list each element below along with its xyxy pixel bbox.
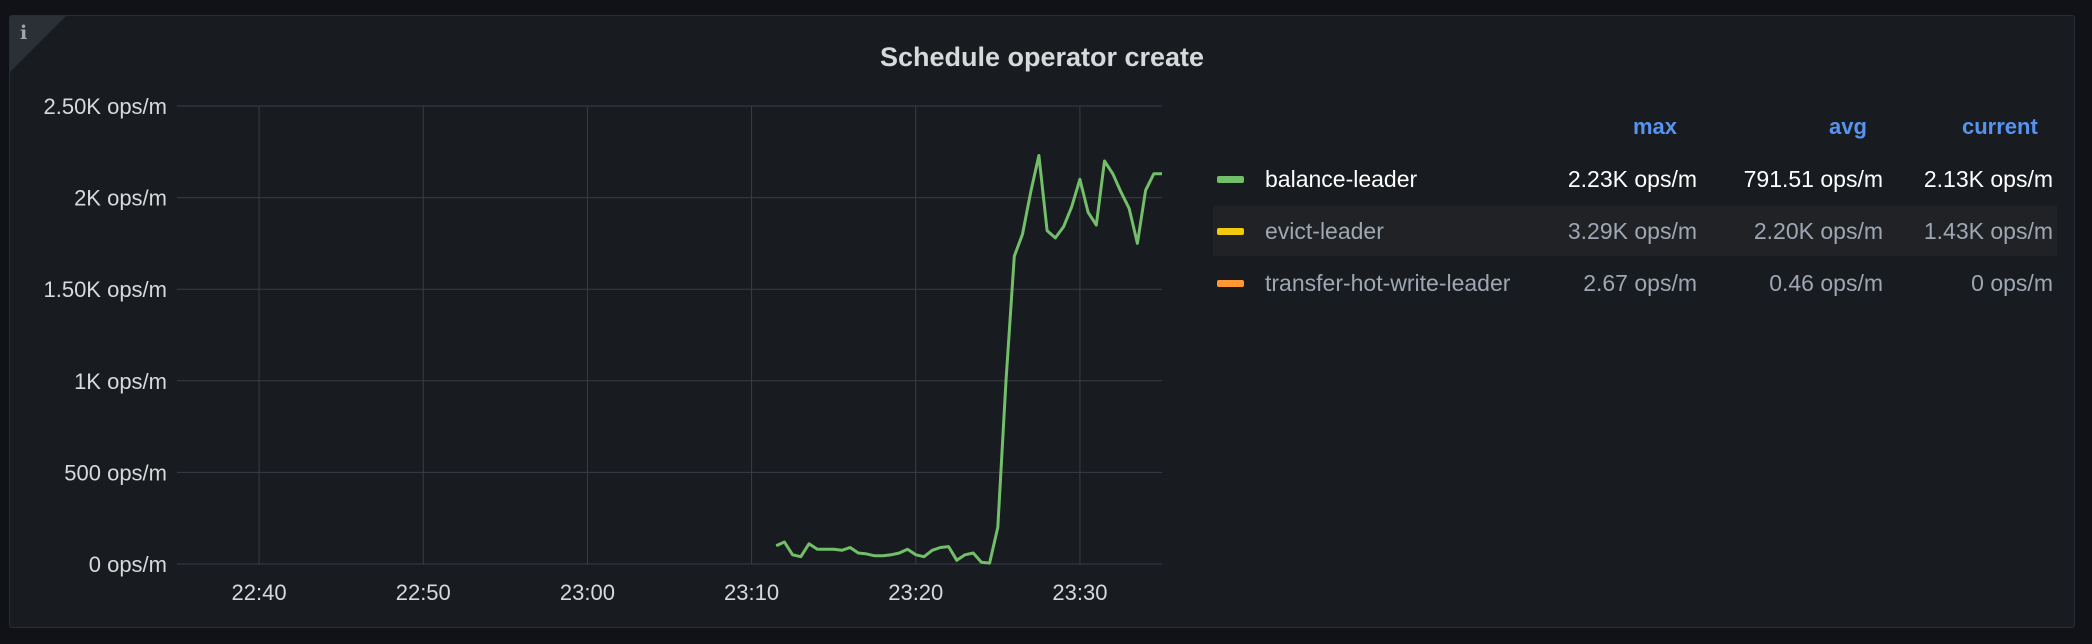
x-tick-label: 23:10: [724, 580, 779, 605]
y-tick-label: 0 ops/m: [89, 552, 167, 577]
legend-row[interactable]: evict-leader 3.29K ops/m 2.20K ops/m 1.4…: [1213, 206, 2057, 256]
legend-header-avg[interactable]: avg: [1829, 114, 1867, 139]
legend-current-value: 1.43K ops/m: [1923, 218, 2053, 244]
legend-row[interactable]: balance-leader 2.23K ops/m 791.51 ops/m …: [1213, 154, 2057, 204]
legend-series-name[interactable]: balance-leader: [1265, 166, 1418, 192]
y-tick-label: 1.50K ops/m: [43, 277, 167, 302]
chart-plot-area: 0 ops/m 500 ops/m 1K ops/m 1.50K ops/m 2K op…: [43, 94, 1162, 605]
y-tick-label: 2.50K ops/m: [43, 94, 167, 119]
y-tick-label: 1K ops/m: [74, 369, 167, 394]
legend-max-value: 2.67 ops/m: [1583, 270, 1697, 296]
x-tick-label: 22:50: [396, 580, 451, 605]
y-tick-label: 500 ops/m: [64, 460, 167, 485]
legend-header-current[interactable]: current: [1962, 114, 2038, 139]
legend-avg-value: 2.20K ops/m: [1753, 218, 1883, 244]
legend-swatch: [1217, 176, 1244, 183]
legend-series-name[interactable]: transfer-hot-write-leader: [1265, 270, 1511, 296]
panel-title[interactable]: Schedule operator create: [879, 42, 1205, 72]
legend-row[interactable]: transfer-hot-write-leader 2.67 ops/m 0.4…: [1213, 258, 2057, 308]
legend-header-max[interactable]: max: [1633, 114, 1678, 139]
legend-current-value: 2.13K ops/m: [1923, 166, 2053, 192]
legend-max-value: 2.23K ops/m: [1567, 166, 1697, 192]
legend-avg-value: 0.46 ops/m: [1769, 270, 1883, 296]
graph-panel: i Schedule operator create 0 ops/m 500 op…: [9, 15, 2075, 628]
legend-swatch: [1217, 280, 1244, 287]
info-icon[interactable]: i: [20, 22, 28, 44]
x-tick-label: 22:40: [232, 580, 287, 605]
legend-series-name[interactable]: evict-leader: [1265, 218, 1384, 244]
legend-max-value: 3.29K ops/m: [1567, 218, 1697, 244]
series-line-balance-leader: [775, 154, 1162, 565]
panel-info-corner[interactable]: [10, 16, 66, 72]
x-tick-label: 23:20: [888, 580, 943, 605]
legend-swatch: [1217, 228, 1244, 235]
y-tick-label: 2K ops/m: [74, 186, 167, 211]
x-tick-label: 23:30: [1052, 580, 1107, 605]
x-tick-label: 23:00: [560, 580, 615, 605]
legend-current-value: 0 ops/m: [1971, 270, 2053, 296]
legend-avg-value: 791.51 ops/m: [1743, 166, 1883, 192]
